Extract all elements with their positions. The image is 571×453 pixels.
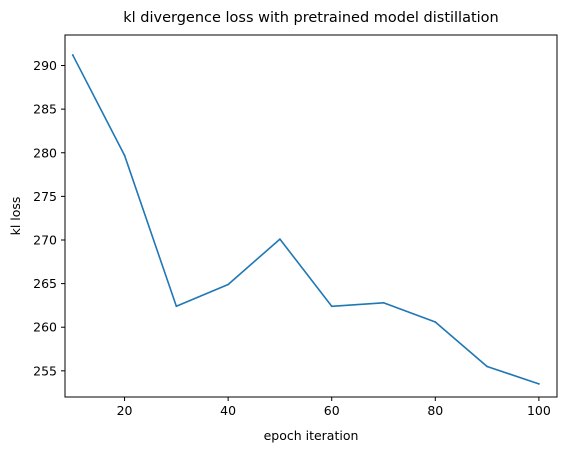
y-tick-label: 260 (33, 320, 57, 335)
x-tick-label: 40 (220, 403, 236, 418)
data-point (330, 305, 333, 308)
x-tick-label: 80 (427, 403, 443, 418)
y-tick-label: 265 (33, 276, 57, 291)
x-tick-label: 20 (117, 403, 133, 418)
data-point (434, 321, 437, 323)
x-tick-label: 60 (324, 403, 340, 418)
y-tick-label: 275 (33, 189, 57, 204)
data-point (279, 238, 281, 241)
y-tick-label: 270 (33, 232, 57, 247)
data-point (71, 54, 74, 56)
series-line (71, 54, 540, 385)
x-tick-label: 100 (527, 403, 551, 418)
data-point (486, 365, 488, 368)
y-tick-label: 290 (33, 58, 57, 73)
data-point (123, 154, 126, 157)
y-axis-label: kl loss (8, 197, 23, 236)
plot-area (71, 54, 540, 385)
data-point (537, 383, 540, 385)
y-tick-label: 285 (33, 102, 57, 117)
x-axis-label: epoch iteration (264, 428, 359, 443)
y-tick-label: 280 (33, 145, 57, 160)
data-point (175, 305, 178, 308)
plot-frame (64, 34, 558, 398)
y-axis: 255 260 265 270 275 280 285 290 (33, 58, 65, 378)
data-point (227, 283, 230, 286)
x-axis: 20 40 60 80 100 (117, 397, 551, 418)
data-point (382, 301, 385, 304)
chart-title: kl divergence loss with pretrained model… (123, 10, 499, 26)
y-tick-label: 255 (33, 363, 57, 378)
